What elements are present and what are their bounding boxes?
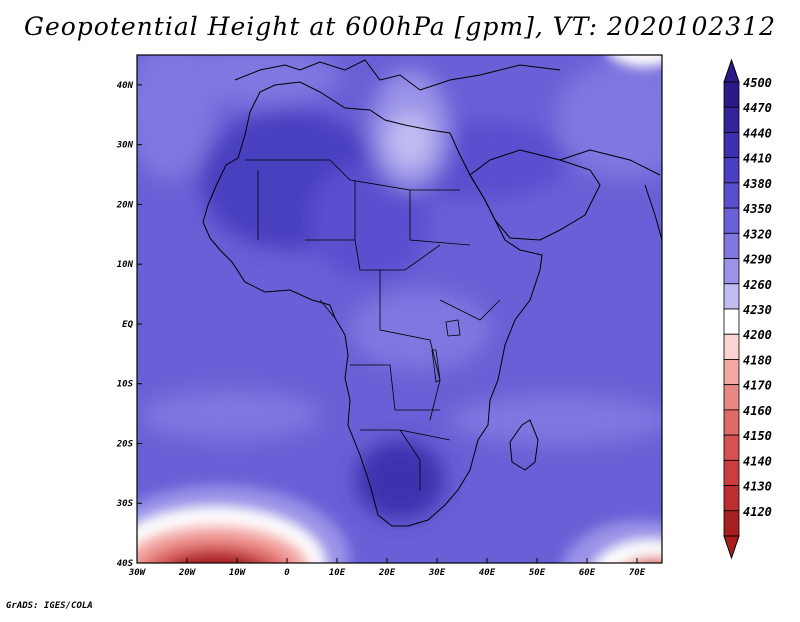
field-trough — [137, 28, 675, 563]
colorbar-label: 4440 — [743, 126, 772, 140]
arabia — [469, 149, 601, 241]
colorbar-label: 4380 — [743, 177, 772, 191]
field-region-congo-light — [350, 290, 490, 370]
height-field — [137, 28, 675, 563]
colorbar-label: 4200 — [743, 328, 772, 342]
colorbar-bottom-arrow — [723, 535, 740, 560]
colorbar-label: 4470 — [743, 101, 772, 115]
map-frame — [136, 54, 663, 564]
field-region-med — [160, 55, 340, 105]
colorbar-swatch — [723, 232, 740, 259]
lon-tick-label: 60E — [579, 568, 596, 578]
lake-victoria — [445, 319, 461, 337]
colorbar-swatch — [723, 409, 740, 436]
colorbar-swatch — [723, 182, 740, 209]
colorbar-swatch — [723, 434, 740, 461]
lat-tick-label: 30S — [116, 499, 134, 509]
colorbar-label: 4170 — [743, 379, 772, 393]
lon-tick-label: 30E — [428, 568, 446, 578]
field-region-south-africa-high — [355, 440, 445, 520]
colorbar-swatch — [723, 81, 740, 108]
lat-tick-label: 10S — [117, 380, 134, 390]
field-region-chad-high — [310, 160, 430, 280]
colorbar-swatch — [723, 333, 740, 360]
europe-coast — [234, 59, 561, 91]
colorbar-label: 4410 — [743, 152, 772, 166]
field-shading — [137, 55, 662, 520]
lat-tick-label: 10N — [117, 260, 134, 270]
lat-tick-label: 40N — [117, 81, 134, 91]
field-region-se-white — [595, 540, 662, 563]
field-region-trough-core — [167, 552, 263, 563]
colorbar-swatch — [723, 384, 740, 411]
lon-tick-label: 10W — [229, 568, 247, 578]
colorbar-label: 4130 — [743, 480, 772, 494]
colorbar-label: 4160 — [743, 404, 772, 418]
country-borders — [245, 159, 501, 490]
lat-tick-label: 30N — [116, 141, 134, 151]
colorbar-label: 4140 — [743, 454, 772, 468]
lon-tick-label: 0 — [284, 568, 290, 578]
lon-tick-label: 10E — [329, 568, 346, 578]
lon-tick-label: 20E — [378, 568, 396, 578]
iran-coast — [559, 149, 661, 176]
colorbar-label: 4500 — [743, 76, 772, 90]
field-region-iran — [555, 60, 662, 180]
field-region-se-red — [627, 557, 662, 563]
colorbar-swatch — [723, 359, 740, 386]
colorbar-label: 4260 — [743, 278, 772, 292]
madagascar — [509, 419, 539, 471]
border-lines — [245, 159, 501, 490]
colorbar-label: 4150 — [743, 429, 772, 443]
colorbar-label: 4120 — [743, 505, 772, 519]
colorbar-swatch — [723, 308, 740, 335]
field-region-indian-low — [450, 395, 662, 445]
colorbar-swatch — [723, 283, 740, 310]
lake-tanganyika — [431, 349, 441, 383]
colorbar-swatch — [723, 132, 740, 159]
colorbar-swatch — [723, 459, 740, 486]
lat-tick-label: 40S — [117, 559, 134, 569]
colorbar-label: 4350 — [743, 202, 772, 216]
colorbar-label: 4180 — [743, 353, 772, 367]
colorbar-swatch — [723, 157, 740, 184]
colorbar-swatch — [723, 106, 740, 133]
field-region-ne-white — [609, 55, 662, 67]
colorbar-swatch — [723, 510, 740, 537]
colorbar-top-arrow — [723, 58, 740, 83]
colorbar-label: 4290 — [743, 253, 772, 267]
field-region-trough-pink — [137, 525, 309, 563]
colorbar-swatch — [723, 207, 740, 234]
field-region-trough-red — [141, 540, 289, 563]
colorbar: 4500 4470 4440 4410 4380 4350 4320 4290 4260 4230… — [723, 58, 772, 560]
lat-tick-label: 20S — [116, 439, 134, 449]
lon-tick-label: 40E — [479, 568, 496, 578]
africa-coastline — [202, 81, 543, 527]
lat-tick-label: EQ — [122, 320, 133, 330]
colorbar-swatch — [723, 258, 740, 285]
lon-tick-label: 30W — [128, 568, 147, 578]
lon-tick-label: 50E — [529, 568, 546, 578]
latitude-axis: 40N 30N 20N 10N EQ 10S 20S 30S 40S — [116, 81, 142, 569]
colorbar-label: 4320 — [743, 227, 772, 241]
india-coast — [644, 184, 662, 241]
longitude-axis: 30W 20W 10W 0 10E 20E 30E 40E 50E 60E 70E — [128, 558, 646, 578]
field-region-egypt-white — [388, 112, 432, 168]
lat-tick-label: 20N — [116, 200, 134, 210]
field-region-south-atlantic-low — [140, 390, 320, 440]
coastlines — [202, 59, 662, 527]
colorbar-label: 4230 — [743, 303, 772, 317]
chart-title: Geopotential Height at 600hPa [gpm], VT:… — [23, 12, 777, 41]
lon-tick-label: 70E — [629, 568, 646, 578]
lon-tick-label: 20W — [178, 568, 197, 578]
footer-credit: GrADS: IGES/COLA — [6, 601, 93, 611]
colorbar-swatch — [723, 485, 740, 512]
field-region-ne-pink — [625, 28, 675, 52]
